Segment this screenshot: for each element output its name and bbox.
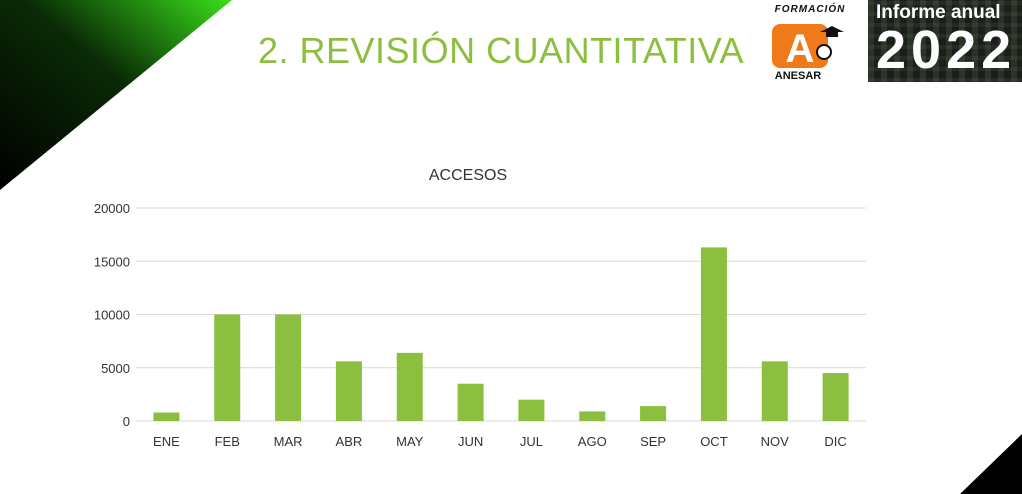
logo-anesar-text: ANESAR bbox=[774, 70, 822, 82]
x-tick-label-dic: DIC bbox=[824, 434, 846, 449]
bar-ago bbox=[579, 411, 606, 421]
bar-ene bbox=[153, 412, 180, 421]
x-tick-label-mar: MAR bbox=[274, 434, 303, 449]
x-tick-label-jul: JUL bbox=[520, 434, 543, 449]
chart-svg: ACCESOS 0 5000 10000 15000 20000 ENE FEB MAR AB… bbox=[94, 167, 866, 449]
x-tick-label-ago: AGO bbox=[578, 434, 607, 449]
x-tick-label-ene: ENE bbox=[153, 434, 180, 449]
badge-year: 2022 bbox=[876, 20, 1017, 80]
y-tick-label: 0 bbox=[123, 414, 130, 429]
bar-jun bbox=[457, 383, 484, 421]
bar-mar bbox=[275, 314, 302, 421]
chart-bars bbox=[153, 247, 849, 421]
badge-informe-anual: Informe anual bbox=[876, 2, 1001, 23]
badge-texture bbox=[868, 0, 1022, 82]
slide-title: 2. REVISIÓN CUANTITATIVA bbox=[258, 30, 745, 71]
x-tick-label-may: MAY bbox=[396, 434, 424, 449]
bar-feb bbox=[214, 314, 241, 421]
x-tick-label-nov: NOV bbox=[761, 434, 790, 449]
bar-oct bbox=[700, 247, 727, 421]
formacion-anesar-logo: FORMACIÓN A ANESAR bbox=[760, 4, 860, 84]
bar-dic bbox=[822, 373, 849, 421]
logo-formacion-text: FORMACIÓN bbox=[774, 4, 846, 15]
chart-title: ACCESOS bbox=[429, 167, 507, 184]
x-tick-label-sep: SEP bbox=[640, 434, 666, 449]
chart-y-tick-labels: 0 5000 10000 15000 20000 bbox=[94, 201, 130, 429]
x-tick-label-feb: FEB bbox=[215, 434, 240, 449]
corner-decoration-top-left bbox=[0, 0, 232, 190]
chart-x-tick-labels: ENE FEB MAR ABR MAY JUN JUL AGO SEP OCT NOV DIC bbox=[153, 434, 847, 449]
logo-a-icon: A bbox=[772, 24, 844, 71]
accesos-chart: ACCESOS 0 5000 10000 15000 20000 ENE FEB MAR AB… bbox=[0, 150, 1022, 470]
bar-abr bbox=[335, 361, 362, 421]
y-tick-label: 5000 bbox=[101, 361, 130, 376]
x-tick-label-oct: OCT bbox=[700, 434, 728, 449]
bar-nov bbox=[761, 361, 788, 421]
bar-sep bbox=[640, 406, 667, 421]
annual-report-badge: Informe anual 2022 bbox=[868, 0, 1022, 82]
bar-may bbox=[396, 352, 423, 421]
logo-a-letter: A bbox=[786, 27, 815, 71]
x-tick-label-jun: JUN bbox=[458, 434, 483, 449]
y-tick-label: 15000 bbox=[94, 254, 130, 269]
y-tick-label: 20000 bbox=[94, 201, 130, 216]
x-tick-label-abr: ABR bbox=[336, 434, 363, 449]
corner-decoration-bottom-right bbox=[960, 434, 1022, 494]
y-tick-label: 10000 bbox=[94, 308, 130, 323]
chart-gridlines bbox=[136, 207, 866, 422]
bar-jul bbox=[518, 399, 545, 421]
